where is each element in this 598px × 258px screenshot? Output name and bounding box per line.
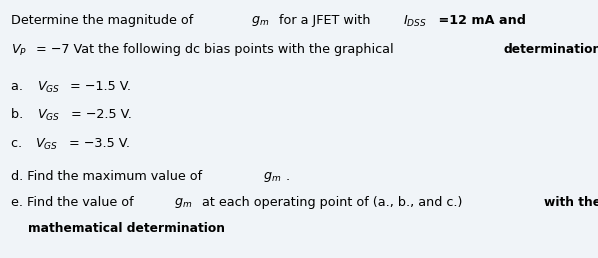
Text: = −7 Vat the following dc bias points with the graphical: = −7 Vat the following dc bias points wi…: [32, 43, 397, 55]
Text: =12 mA and: =12 mA and: [434, 14, 526, 27]
Text: mathematical determination: mathematical determination: [11, 222, 225, 235]
Text: $V_{GS}$: $V_{GS}$: [36, 80, 60, 95]
Text: $g_m$: $g_m$: [174, 196, 193, 210]
Text: $I_{DSS}$: $I_{DSS}$: [403, 14, 427, 29]
Text: with the: with the: [544, 196, 598, 209]
Text: Determine the magnitude of: Determine the magnitude of: [11, 14, 197, 27]
Text: c.: c.: [11, 137, 30, 150]
Text: = −3.5 V.: = −3.5 V.: [65, 137, 130, 150]
Text: = −1.5 V.: = −1.5 V.: [66, 80, 132, 93]
Text: for a JFET with: for a JFET with: [274, 14, 374, 27]
Text: $V_P$: $V_P$: [11, 43, 27, 58]
Text: a.: a.: [11, 80, 30, 93]
Text: $g_m$: $g_m$: [251, 14, 269, 28]
Text: $V_{GS}$: $V_{GS}$: [35, 137, 59, 152]
Text: $V_{GS}$: $V_{GS}$: [37, 108, 60, 124]
Text: d. Find the maximum value of: d. Find the maximum value of: [11, 170, 206, 183]
Text: = −2.5 V.: = −2.5 V.: [66, 108, 132, 121]
Text: b.: b.: [11, 108, 31, 121]
Text: at each operating point of (a., b., and c.): at each operating point of (a., b., and …: [198, 196, 466, 209]
Text: .: .: [286, 170, 290, 183]
Text: $g_m$: $g_m$: [263, 170, 281, 184]
Text: e. Find the value of: e. Find the value of: [11, 196, 138, 209]
Text: determination: determination: [504, 43, 598, 55]
